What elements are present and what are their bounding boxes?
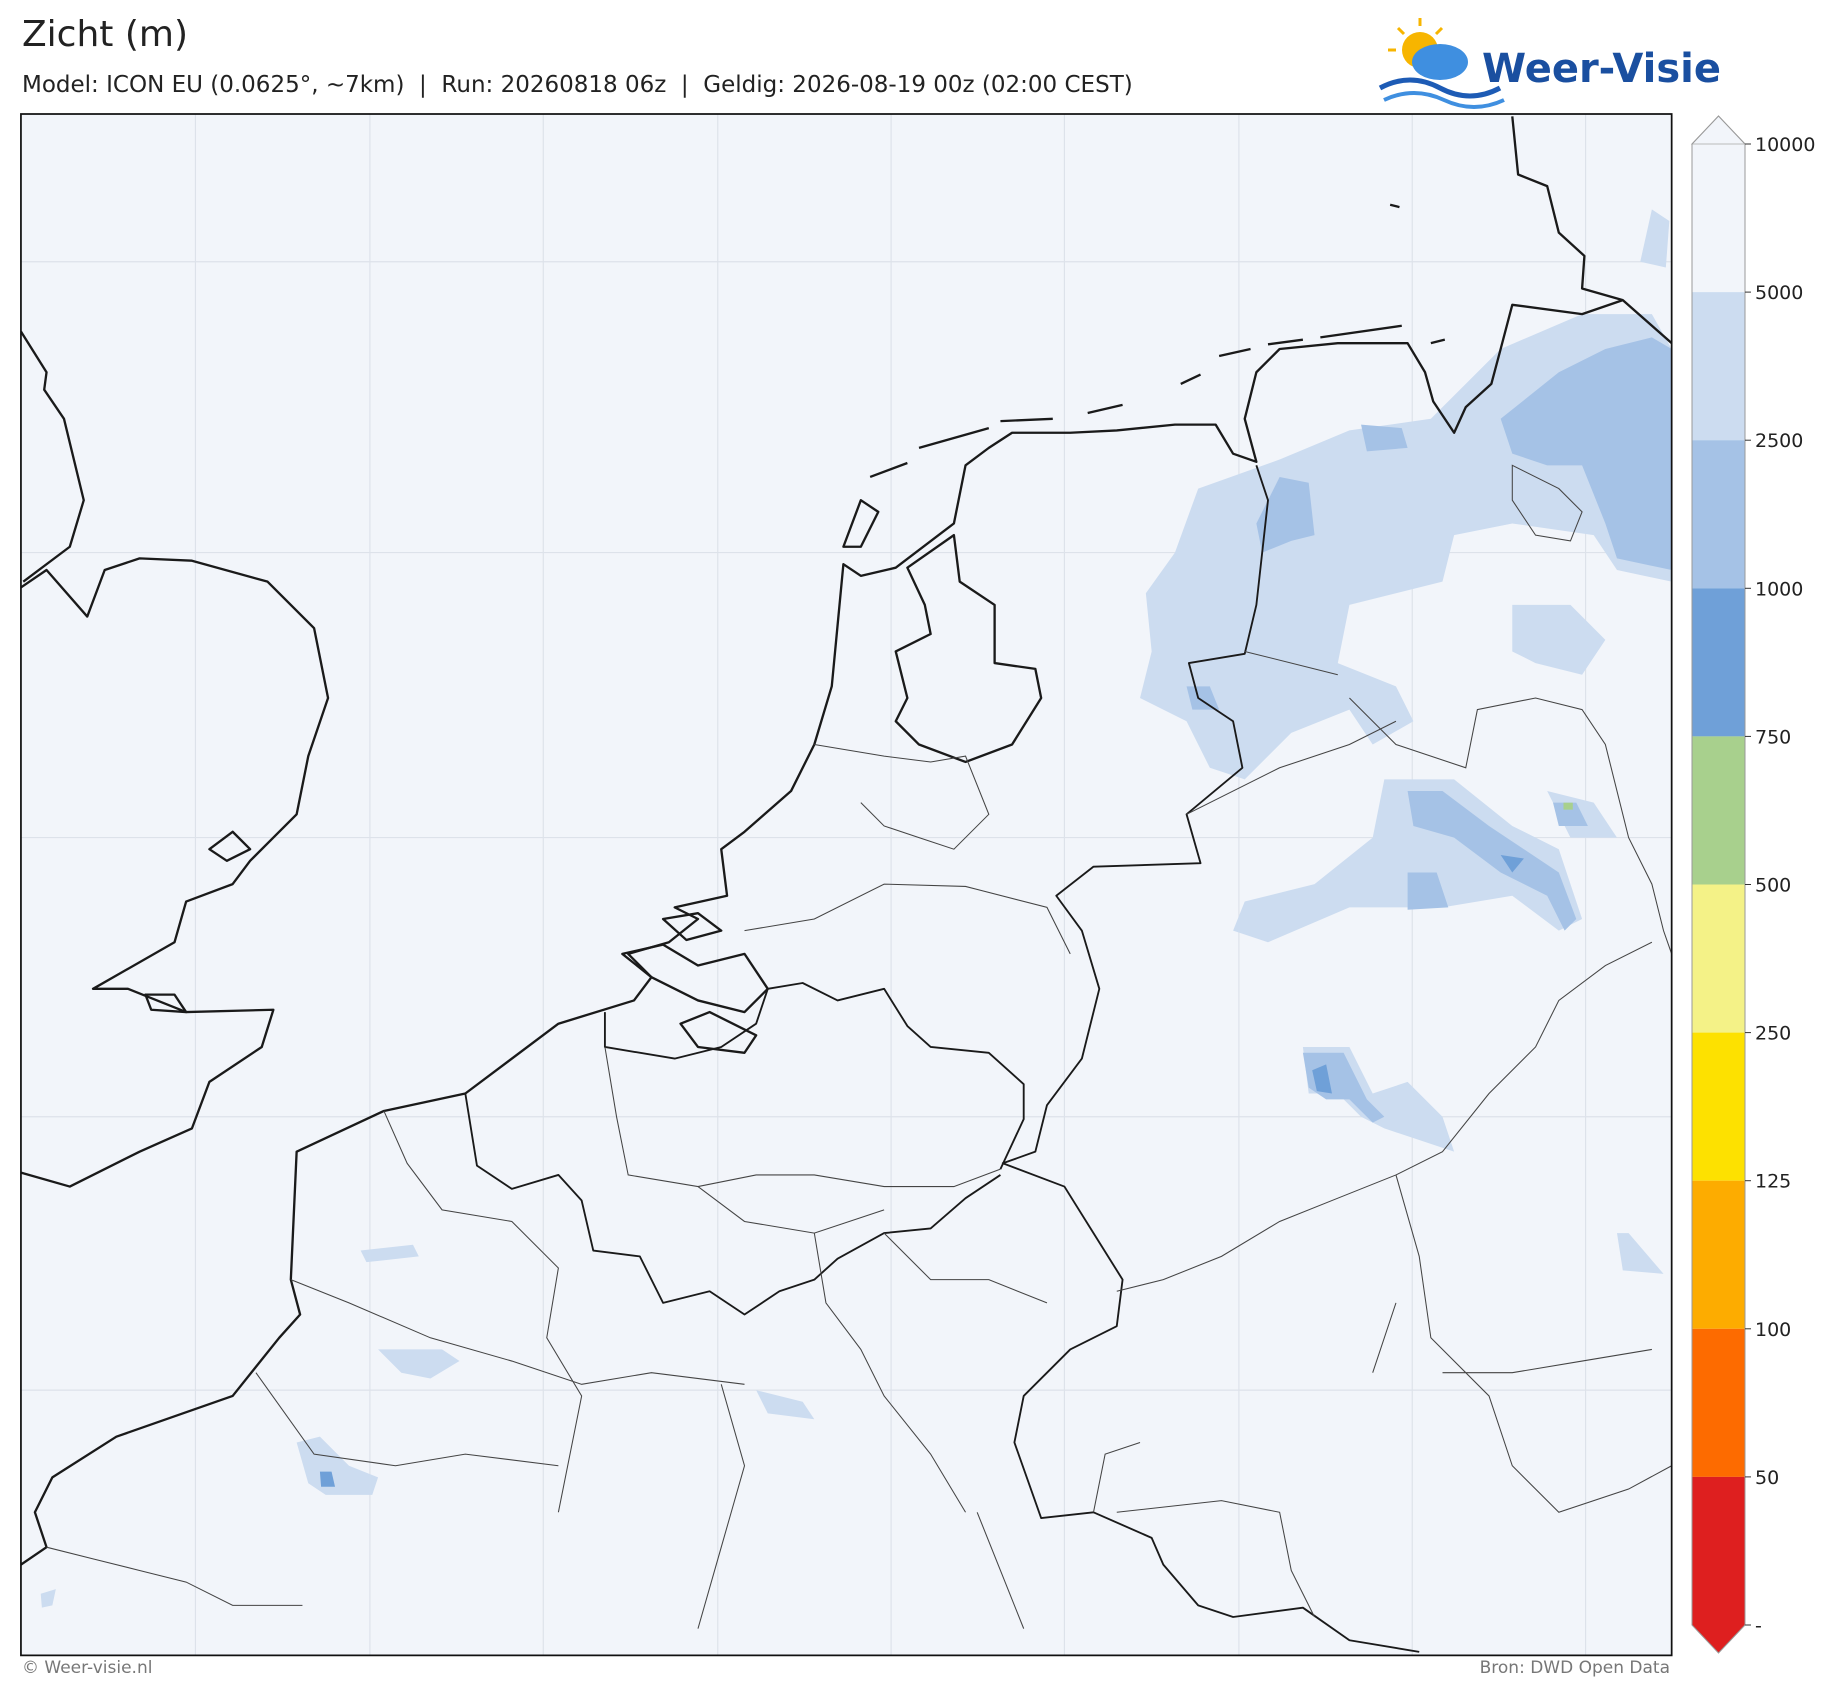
colorbar-tick-label: 250 <box>1755 1023 1791 1045</box>
colorbar-band <box>1692 884 1745 1033</box>
footer-left: © Weer-visie.nl <box>22 1658 152 1678</box>
colorbar-band <box>1692 736 1745 885</box>
visibility-fields <box>40 209 1672 1608</box>
colorbar-band <box>1692 1476 1745 1625</box>
colorbar-band <box>1692 1180 1745 1329</box>
colorbar-band <box>1692 588 1745 737</box>
colorbar-tick-label: 750 <box>1755 726 1791 748</box>
title: Zicht (m) <box>22 14 188 55</box>
colorbar-band <box>1692 144 1745 293</box>
colorbar-tick-label: 100 <box>1755 1319 1791 1341</box>
colorbar: 10000 5000 2500 1000 750 500 250 125 100 50 - <box>1690 115 1815 1654</box>
colorbar-band <box>1692 292 1745 441</box>
footer-right: Bron: DWD Open Data <box>1480 1658 1670 1678</box>
colorbar-tick-label: 125 <box>1755 1171 1791 1193</box>
colorbar-tick-label: 10000 <box>1755 134 1815 156</box>
map <box>20 113 1673 1657</box>
subtitle: Model: ICON EU (0.0625°, ~7km) | Run: 20… <box>22 72 1133 98</box>
colorbar-tick-label: 500 <box>1755 875 1791 897</box>
borders <box>46 464 1672 1653</box>
logo-text: Weer-Visie <box>1482 46 1721 92</box>
colorbar-arrow-top <box>1690 115 1747 145</box>
logo: Weer-Visie <box>1378 18 1721 109</box>
colorbar-tick-label: 1000 <box>1755 578 1803 600</box>
colorbar-tick-label: 5000 <box>1755 282 1803 304</box>
colorbar-band <box>1692 440 1745 589</box>
colorbar-tick-label: 2500 <box>1755 430 1803 452</box>
colorbar-tick-label: - <box>1755 1615 1762 1637</box>
coastlines <box>20 116 1672 1566</box>
colorbar-tick-label: 50 <box>1755 1467 1779 1489</box>
colorbar-band <box>1692 1328 1745 1477</box>
map-frame <box>20 113 1673 1657</box>
colorbar-band <box>1692 1032 1745 1181</box>
colorbar-arrow-bottom <box>1692 1625 1745 1653</box>
